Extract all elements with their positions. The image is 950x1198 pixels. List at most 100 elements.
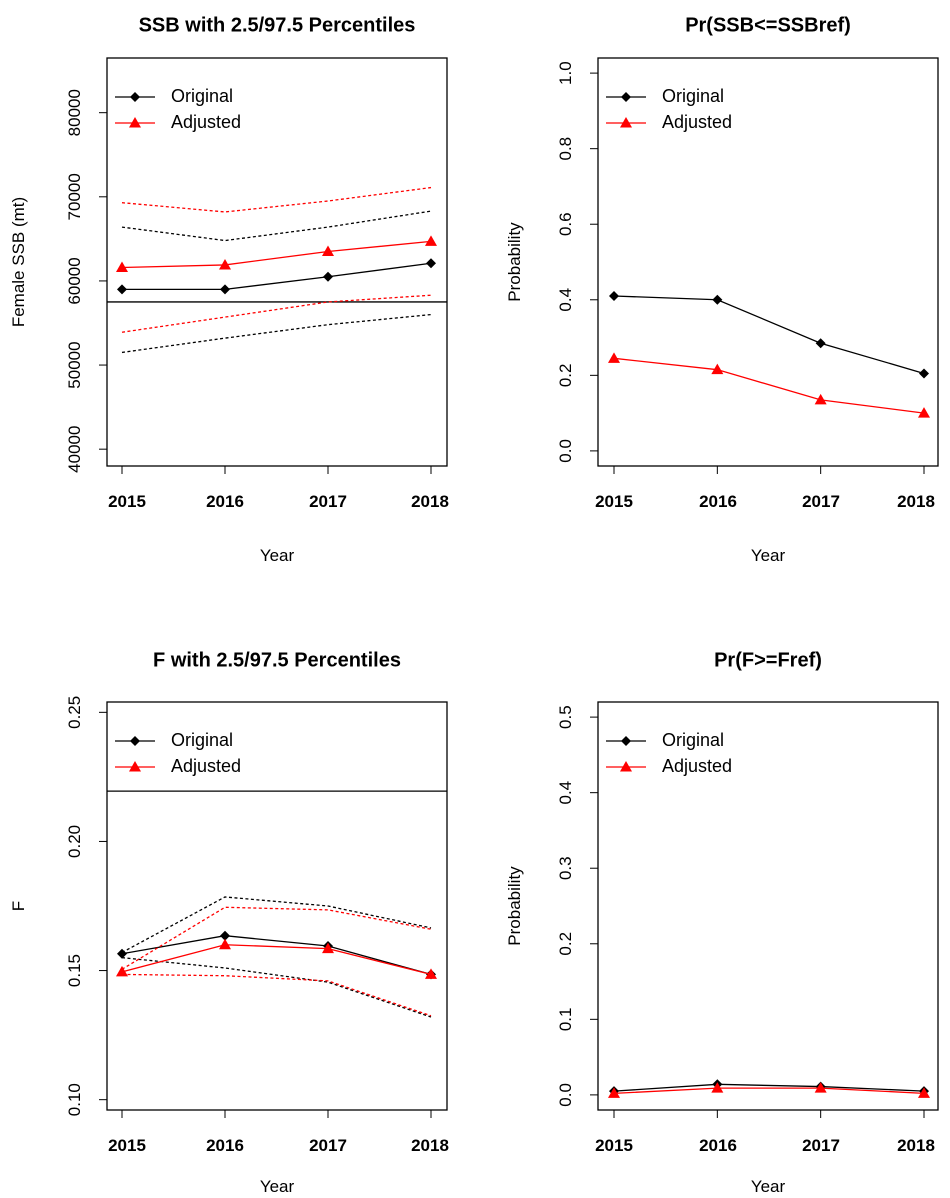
series-line-adjusted <box>613 357 925 414</box>
data-point-original <box>117 284 127 295</box>
x-tick-label: 2017 <box>309 492 347 511</box>
legend-label: Adjusted <box>662 756 732 776</box>
x-tick-label: 2015 <box>108 1136 146 1155</box>
x-tick-label: 2016 <box>206 492 244 511</box>
data-point-adjusted <box>608 1087 620 1098</box>
series-line-original <box>121 935 432 976</box>
data-point-original <box>220 930 230 941</box>
series-line-adjusted <box>121 944 432 976</box>
percentile-upper-original <box>121 896 432 954</box>
x-tick-label: 2018 <box>411 492 449 511</box>
y-tick-label: 0.15 <box>65 954 84 987</box>
x-tick-label: 2015 <box>595 492 633 511</box>
data-point-original <box>220 284 230 295</box>
percentile-lower-original <box>121 956 432 1018</box>
plot-frame <box>597 57 939 467</box>
series-line-original <box>613 295 925 375</box>
percentile-lower-adjusted <box>121 973 432 1017</box>
data-point-adjusted <box>814 1082 827 1093</box>
y-tick-label: 1.0 <box>556 61 575 85</box>
series-original <box>117 896 436 1018</box>
legend-marker <box>130 92 140 102</box>
chart-panel-1: SSB with 2.5/97.5 Percentiles 2015 2016 201… <box>9 14 449 565</box>
data-point-adjusted <box>322 942 334 954</box>
series-line-adjusted <box>613 1087 925 1095</box>
data-point-adjusted <box>711 363 724 375</box>
y-tick-label: 50000 <box>65 341 84 388</box>
legend-label: Original <box>662 730 724 750</box>
y-axis-label: Female SSB (mt) <box>9 197 28 327</box>
legend-label: Adjusted <box>171 112 241 132</box>
y-tick-label: 40000 <box>65 426 84 473</box>
data-point-adjusted <box>425 968 437 979</box>
x-tick-label: 2015 <box>595 1136 633 1155</box>
series-adjusted <box>116 906 437 1017</box>
legend-label: Adjusted <box>662 112 732 132</box>
y-axis-label: F <box>9 901 28 911</box>
chart-panel-4: Pr(F>=Fref) 2015 2016 2017 2018 Year 0.0 0.1 0.2… <box>505 649 939 1196</box>
legend-label: Original <box>171 730 233 750</box>
chart-title: F with 2.5/97.5 Percentiles <box>153 649 401 671</box>
legend: Original Adjusted <box>606 86 732 132</box>
y-axis-label: Probability <box>505 866 524 946</box>
legend-marker <box>129 117 141 128</box>
data-point-adjusted <box>918 407 930 418</box>
data-point-original <box>426 258 436 269</box>
data-point-adjusted <box>322 245 334 256</box>
y-tick-label: 0.0 <box>556 1083 575 1107</box>
y-tick-label: 0.6 <box>556 212 575 236</box>
legend-marker <box>129 761 141 772</box>
y-tick-label: 80000 <box>65 89 84 136</box>
series-line-original <box>613 1083 925 1092</box>
y-tick-label: 0.1 <box>556 1008 575 1032</box>
x-tick-label: 2017 <box>802 1136 840 1155</box>
data-point-original <box>712 294 723 305</box>
data-point-original <box>609 291 619 301</box>
percentile-upper-adjusted <box>121 906 432 970</box>
data-point-original <box>919 368 929 379</box>
x-axis-label: Year <box>751 546 786 565</box>
legend-marker <box>621 736 631 746</box>
series-original <box>117 210 436 354</box>
data-point-original <box>815 338 826 349</box>
y-tick-label: 0.4 <box>556 781 575 805</box>
y-tick-label: 0.4 <box>556 288 575 312</box>
series-line-original <box>122 262 432 290</box>
legend-marker <box>621 92 631 102</box>
x-tick-label: 2018 <box>411 1136 449 1155</box>
x-tick-label: 2018 <box>897 1136 935 1155</box>
data-point-adjusted <box>219 938 231 950</box>
chart-panel-3: F with 2.5/97.5 Percentiles 2015 2016 2017 2… <box>9 649 449 1196</box>
legend-label: Original <box>171 86 233 106</box>
x-tick-label: 2018 <box>897 492 935 511</box>
x-tick-label: 2016 <box>699 492 737 511</box>
series-adjusted <box>116 186 437 333</box>
y-tick-label: 0.2 <box>556 932 575 956</box>
series-adjusted <box>608 1082 930 1098</box>
y-tick-label: 70000 <box>65 173 84 220</box>
plot-frame <box>106 701 448 1111</box>
data-point-adjusted <box>608 352 620 363</box>
x-tick-label: 2017 <box>309 1136 347 1155</box>
y-tick-label: 60000 <box>65 257 84 304</box>
percentile-upper-adjusted <box>121 186 432 213</box>
y-tick-label: 0.20 <box>65 825 84 858</box>
legend-label: Original <box>662 86 724 106</box>
legend-label: Adjusted <box>171 756 241 776</box>
x-axis-label: Year <box>260 1177 295 1196</box>
series-original <box>609 291 929 379</box>
x-tick-label: 2015 <box>108 492 146 511</box>
y-tick-label: 0.3 <box>556 856 575 880</box>
chart-title: Pr(SSB<=SSBref) <box>685 14 851 36</box>
y-tick-label: 0.10 <box>65 1083 84 1116</box>
legend: Original Adjusted <box>606 730 732 776</box>
y-tick-label: 0.2 <box>556 364 575 388</box>
data-point-adjusted <box>918 1087 930 1098</box>
legend-marker <box>620 761 632 772</box>
percentile-upper-original <box>121 210 432 242</box>
data-point-original <box>117 948 127 959</box>
y-axis-label: Probability <box>505 222 524 302</box>
data-point-adjusted <box>116 261 128 272</box>
legend: Original Adjusted <box>115 730 241 776</box>
